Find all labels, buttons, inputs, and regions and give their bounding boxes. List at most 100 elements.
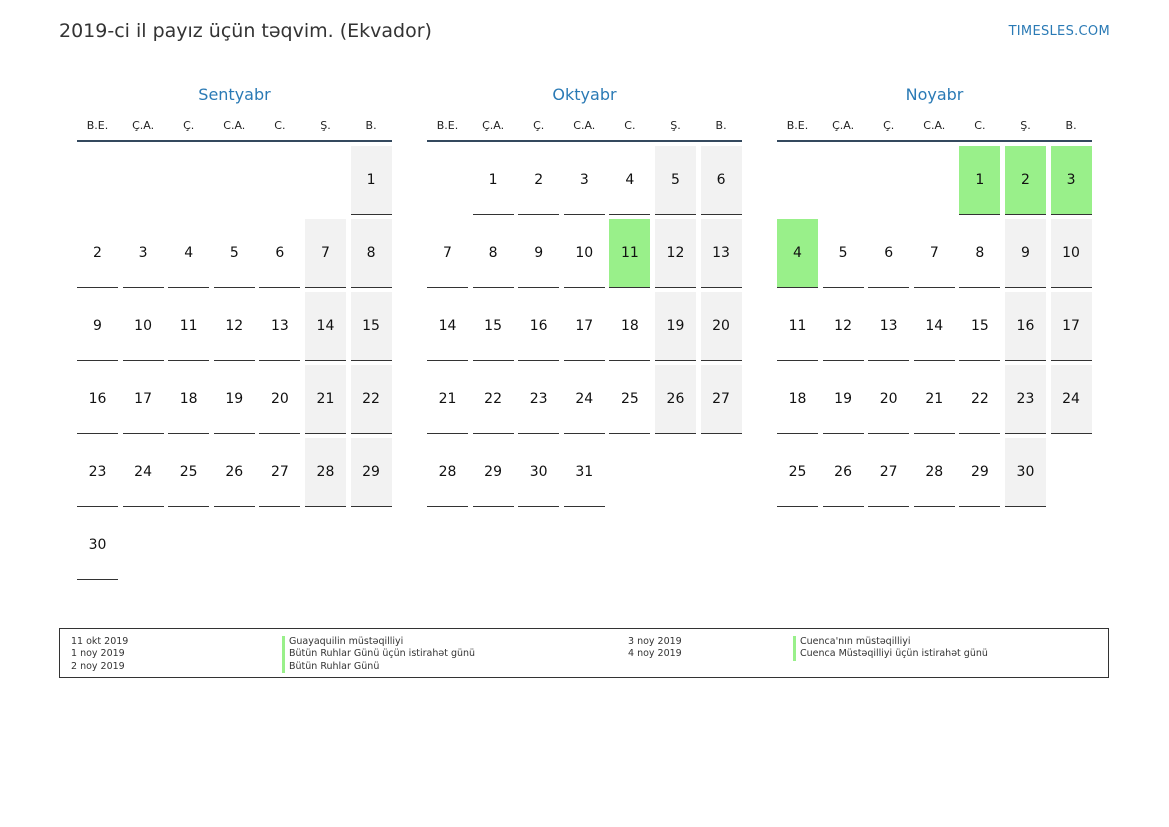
day-cell[interactable]: 23 [518, 365, 560, 434]
day-cell[interactable]: 26 [822, 438, 864, 507]
day-cell[interactable]: 9 [77, 292, 118, 361]
day-cell[interactable]: 27 [868, 438, 910, 507]
day-cell[interactable]: 3 [563, 146, 605, 215]
day-cell[interactable]: 25 [777, 438, 818, 507]
day-cell[interactable]: 1 [350, 146, 392, 215]
weekday-label: C. [274, 119, 286, 132]
day-cell[interactable]: 1 [472, 146, 514, 215]
day-cell[interactable]: 25 [609, 365, 651, 434]
day-cell[interactable]: 26 [213, 438, 255, 507]
day-cell[interactable]: 9 [1004, 219, 1046, 288]
day-cell[interactable]: 4 [609, 146, 651, 215]
weekday-label: B.E. [786, 119, 809, 132]
day-cell[interactable]: 16 [77, 365, 118, 434]
day-cell[interactable]: 29 [959, 438, 1001, 507]
day-cell[interactable]: 29 [350, 438, 392, 507]
legend-date: 11 okt 2019 [71, 636, 129, 647]
day-cell[interactable]: 31 [563, 438, 605, 507]
day-cell[interactable]: 17 [122, 365, 164, 434]
day-cell[interactable]: 21 [427, 365, 468, 434]
day-cell[interactable]: 30 [1004, 438, 1046, 507]
day-cell[interactable]: 9 [518, 219, 560, 288]
day-cell[interactable]: 30 [518, 438, 560, 507]
day-cell[interactable]: 22 [959, 365, 1001, 434]
day-cell[interactable]: 18 [777, 365, 818, 434]
day-cell[interactable]: 7 [427, 219, 468, 288]
day-cell[interactable]: 28 [304, 438, 346, 507]
weekday-label: Ş. [320, 119, 331, 132]
day-cell[interactable]: 12 [654, 219, 696, 288]
day-cell[interactable]: 5 [654, 146, 696, 215]
day-cell[interactable]: 23 [77, 438, 118, 507]
day-cell[interactable]: 7 [913, 219, 955, 288]
day-cell[interactable]: 27 [259, 438, 301, 507]
day-cell[interactable]: 28 [427, 438, 468, 507]
day-cell[interactable]: 4 [777, 219, 818, 288]
day-cell[interactable]: 24 [563, 365, 605, 434]
day-cell[interactable]: 10 [122, 292, 164, 361]
holiday-legend: 11 okt 2019 1 noy 2019 2 noy 2019 Guayaqui… [59, 628, 1109, 678]
day-cell[interactable]: 22 [472, 365, 514, 434]
day-cell[interactable]: 12 [213, 292, 255, 361]
day-cell[interactable]: 4 [168, 219, 210, 288]
site-link[interactable]: TIMESLES.COM [1008, 24, 1110, 39]
day-cell[interactable]: 14 [913, 292, 955, 361]
day-cell[interactable]: 26 [654, 365, 696, 434]
day-cell[interactable]: 11 [777, 292, 818, 361]
day-cell[interactable]: 12 [822, 292, 864, 361]
day-cell[interactable]: 13 [259, 292, 301, 361]
day-cell[interactable]: 24 [122, 438, 164, 507]
day-cell[interactable]: 21 [304, 365, 346, 434]
day-cell[interactable]: 2 [518, 146, 560, 215]
day-cell[interactable]: 24 [1050, 365, 1092, 434]
day-cell[interactable]: 15 [959, 292, 1001, 361]
day-cell[interactable]: 25 [168, 438, 210, 507]
day-cell[interactable]: 6 [700, 146, 742, 215]
day-cell[interactable]: 11 [609, 219, 651, 288]
day-cell[interactable]: 19 [213, 365, 255, 434]
day-cell[interactable]: 17 [563, 292, 605, 361]
day-cell[interactable]: 16 [1004, 292, 1046, 361]
day-cell[interactable]: 18 [609, 292, 651, 361]
day-cell[interactable]: 13 [868, 292, 910, 361]
day-cell[interactable]: 2 [77, 219, 118, 288]
day-cell[interactable]: 29 [472, 438, 514, 507]
day-cell[interactable]: 20 [868, 365, 910, 434]
day-cell[interactable]: 19 [822, 365, 864, 434]
day-cell[interactable]: 27 [700, 365, 742, 434]
day-cell[interactable]: 6 [259, 219, 301, 288]
day-cell[interactable]: 11 [168, 292, 210, 361]
day-cell[interactable]: 13 [700, 219, 742, 288]
day-cell[interactable]: 5 [213, 219, 255, 288]
day-cell[interactable]: 16 [518, 292, 560, 361]
day-cell[interactable]: 22 [350, 365, 392, 434]
day-cell[interactable]: 6 [868, 219, 910, 288]
day-cell[interactable]: 21 [913, 365, 955, 434]
day-cell[interactable]: 30 [77, 511, 118, 580]
day-cell[interactable]: 5 [822, 219, 864, 288]
day-cell[interactable]: 2 [1004, 146, 1046, 215]
day-cell[interactable]: 18 [168, 365, 210, 434]
day-cell[interactable]: 19 [654, 292, 696, 361]
day-cell[interactable]: 20 [700, 292, 742, 361]
day-cell[interactable]: 15 [472, 292, 514, 361]
day-cell[interactable]: 20 [259, 365, 301, 434]
empty-cell [259, 146, 300, 215]
day-cell[interactable]: 23 [1004, 365, 1046, 434]
day-cell[interactable]: 10 [563, 219, 605, 288]
day-cell[interactable]: 8 [959, 219, 1001, 288]
day-cell[interactable]: 14 [304, 292, 346, 361]
day-cell[interactable]: 10 [1050, 219, 1092, 288]
day-cell[interactable]: 1 [959, 146, 1001, 215]
day-cell[interactable]: 14 [427, 292, 468, 361]
day-cell[interactable]: 8 [350, 219, 392, 288]
weekday-label: Ş. [670, 119, 681, 132]
day-cell[interactable]: 8 [472, 219, 514, 288]
day-cell[interactable]: 3 [122, 219, 164, 288]
day-cell[interactable]: 17 [1050, 292, 1092, 361]
day-cell[interactable]: 3 [1050, 146, 1092, 215]
day-cell[interactable]: 15 [350, 292, 392, 361]
day-cell[interactable]: 28 [913, 438, 955, 507]
day-cell[interactable]: 7 [304, 219, 346, 288]
